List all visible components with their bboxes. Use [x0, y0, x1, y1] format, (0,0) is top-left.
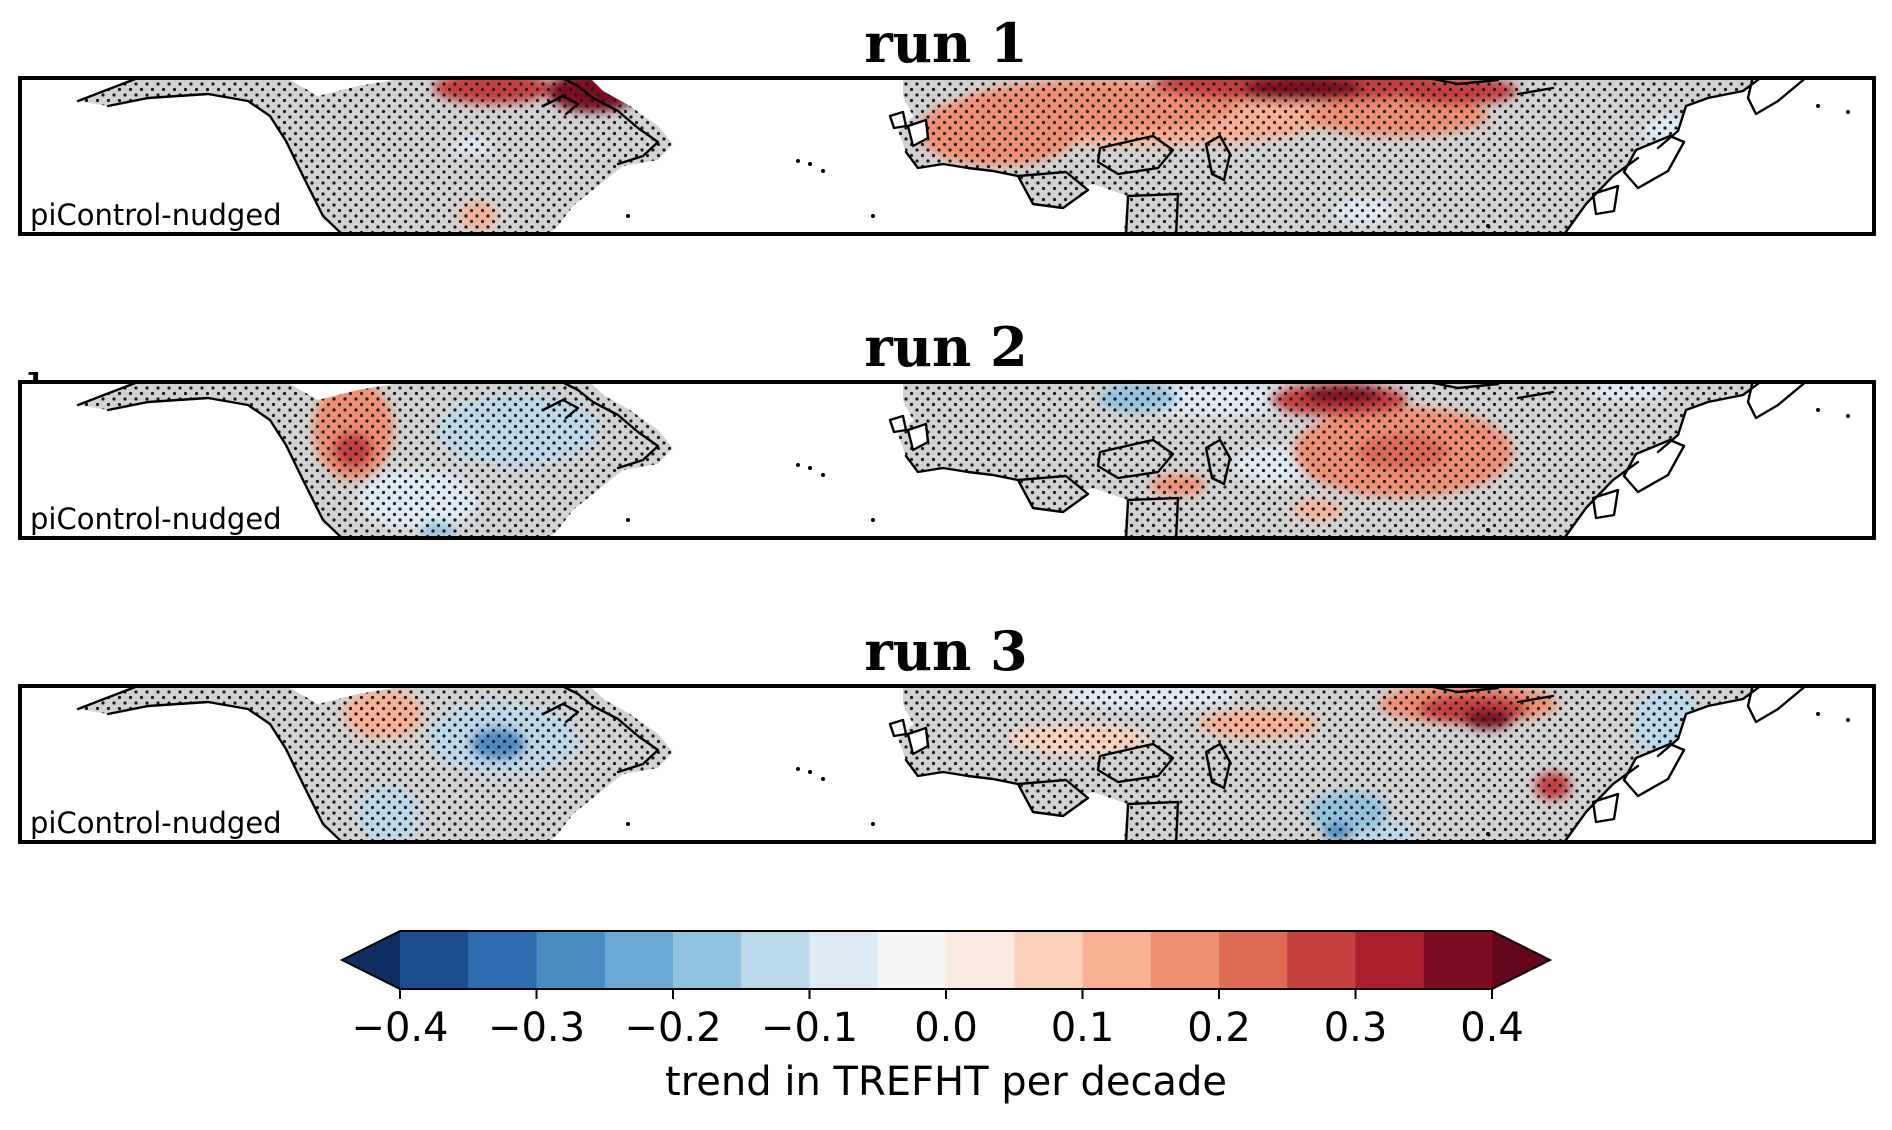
colorbar-segment [1082, 931, 1152, 989]
colorbar-segment [946, 931, 1015, 989]
panel-title-a: run 1 [864, 11, 1028, 75]
map-panel-b: piControl-nudged [18, 380, 1876, 540]
colorbar-segment [468, 931, 538, 989]
colorbar-segment [400, 931, 469, 989]
colorbar-segment [809, 931, 879, 989]
model-label: piControl-nudged [30, 502, 282, 536]
colorbar-tick-label: −0.2 [624, 1005, 721, 1051]
map-panel-a: piControl-nudged [18, 76, 1876, 236]
colorbar-segment [1014, 931, 1084, 989]
colorbar: −0.4 −0.3 −0.2 −0.1 0.0 0.1 0.2 0.3 0.4 [339, 930, 1553, 1051]
panel-title-b: run 2 [864, 315, 1028, 379]
colorbar-under-extension [342, 931, 400, 989]
colorbar-segment [1423, 931, 1493, 989]
colorbar-segment [1219, 931, 1288, 989]
land-field [78, 684, 1763, 844]
colorbar-tick-label: −0.3 [488, 1005, 585, 1051]
colorbar-segment [536, 931, 606, 989]
colorbar-segment [1287, 931, 1357, 989]
colorbar-tick-label: −0.1 [761, 1005, 858, 1051]
colorbar-segment [877, 931, 947, 989]
model-label: piControl-nudged [30, 806, 282, 840]
model-label: piControl-nudged [30, 198, 282, 232]
colorbar-segment [1355, 931, 1425, 989]
map-panel-c: piControl-nudged [18, 684, 1876, 844]
colorbar-tick-label: 0.3 [1324, 1005, 1388, 1051]
colorbar-segment [673, 931, 742, 989]
colorbar-segment [604, 931, 674, 989]
colorbar-tick-label: 0.2 [1187, 1005, 1251, 1051]
colorbar-segment [1150, 931, 1220, 989]
colorbar-segment [741, 931, 811, 989]
colorbar-tick-label: 0.1 [1051, 1005, 1115, 1051]
colorbar-tick-label: 0.4 [1460, 1005, 1524, 1051]
colorbar-title: trend in TREFHT per decade [665, 1059, 1227, 1105]
colorbar-over-extension [1492, 931, 1550, 989]
colorbar-tick-label: −0.4 [351, 1005, 448, 1051]
colorbar-tick-label: 0.0 [914, 1005, 978, 1051]
panel-title-c: run 3 [864, 619, 1028, 683]
